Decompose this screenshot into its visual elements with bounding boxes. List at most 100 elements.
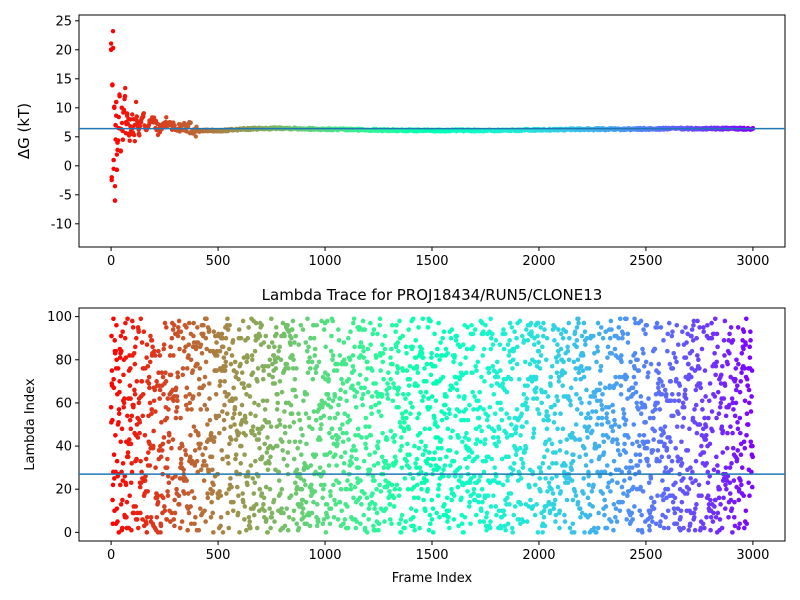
lambda-point bbox=[115, 366, 121, 371]
lambda-point bbox=[435, 424, 440, 429]
lambda-point bbox=[279, 506, 284, 511]
lambda-point bbox=[425, 456, 431, 462]
lambda-point bbox=[442, 502, 447, 507]
lambda-point bbox=[724, 445, 730, 451]
lambda-point bbox=[736, 497, 742, 503]
lambda-point bbox=[173, 473, 178, 479]
lambda-point bbox=[148, 333, 153, 339]
lambda-point bbox=[371, 463, 377, 468]
lambda-point bbox=[184, 366, 190, 371]
lambda-point bbox=[348, 486, 354, 492]
lambda-point bbox=[137, 484, 143, 490]
lambda-point bbox=[229, 484, 234, 490]
lambda-point bbox=[359, 435, 364, 440]
lambda-point bbox=[631, 484, 636, 490]
lambda-point bbox=[345, 413, 351, 419]
lambda-point bbox=[633, 320, 638, 326]
lambda-point bbox=[668, 398, 674, 404]
lambda-point bbox=[364, 435, 369, 440]
lambda-point bbox=[640, 530, 645, 535]
lambda-point bbox=[337, 499, 343, 505]
lambda-point bbox=[261, 495, 267, 501]
lambda-point bbox=[500, 381, 506, 386]
lambda-point bbox=[313, 417, 319, 423]
lambda-point bbox=[218, 493, 224, 498]
lambda-point bbox=[468, 521, 473, 527]
lambda-point bbox=[360, 402, 365, 408]
lambda-point bbox=[180, 335, 186, 341]
delta-g-point bbox=[194, 124, 199, 129]
lambda-point bbox=[250, 428, 255, 434]
lambda-point bbox=[566, 394, 571, 399]
lambda-point bbox=[306, 359, 311, 365]
lambda-point bbox=[370, 368, 375, 373]
lambda-point bbox=[228, 476, 233, 481]
lambda-point bbox=[235, 484, 240, 490]
lambda-point bbox=[412, 443, 417, 449]
lambda-point bbox=[477, 519, 483, 524]
lambda-point bbox=[625, 331, 631, 337]
lambda-point bbox=[400, 368, 406, 373]
lambda-point bbox=[321, 413, 327, 419]
lambda-point bbox=[506, 454, 511, 460]
lambda-point bbox=[624, 517, 629, 522]
lambda-point bbox=[437, 514, 442, 520]
lambda-point bbox=[583, 452, 589, 458]
lambda-point bbox=[296, 525, 302, 531]
lambda-point bbox=[562, 519, 568, 524]
lambda-point bbox=[122, 473, 128, 479]
lambda-point bbox=[344, 504, 350, 509]
lambda-point bbox=[446, 508, 452, 514]
lambda-point bbox=[324, 502, 330, 507]
lambda-point bbox=[314, 322, 319, 328]
lambda-point bbox=[355, 426, 361, 432]
lambda-point bbox=[602, 469, 608, 475]
lambda-point bbox=[141, 329, 147, 335]
lambda-point bbox=[637, 508, 643, 514]
lambda-point bbox=[721, 396, 727, 401]
lambda-point bbox=[327, 415, 333, 421]
lambda-point bbox=[408, 506, 414, 511]
lambda-point bbox=[236, 327, 242, 332]
lambda-point bbox=[476, 478, 482, 483]
lambda-point bbox=[140, 391, 146, 397]
lambda-point bbox=[692, 527, 698, 533]
lambda-point bbox=[535, 530, 541, 535]
y-tick-label: 60 bbox=[55, 396, 72, 411]
lambda-point bbox=[234, 370, 239, 376]
lambda-point bbox=[497, 342, 503, 347]
lambda-point bbox=[405, 486, 411, 492]
lambda-point bbox=[476, 499, 481, 505]
lambda-point bbox=[166, 439, 171, 445]
lambda-point bbox=[687, 521, 693, 527]
lambda-point bbox=[562, 512, 567, 518]
lambda-point bbox=[463, 456, 468, 462]
lambda-point bbox=[282, 333, 287, 339]
lambda-point bbox=[127, 493, 133, 498]
lambda-point bbox=[424, 478, 429, 483]
lambda-point bbox=[366, 506, 372, 511]
lambda-point bbox=[578, 376, 583, 382]
y-tick-label: 10 bbox=[55, 101, 72, 116]
lambda-point bbox=[554, 359, 560, 365]
lambda-point bbox=[707, 381, 713, 386]
lambda-point bbox=[707, 441, 713, 447]
lambda-point bbox=[414, 465, 419, 470]
lambda-point bbox=[462, 514, 468, 520]
lambda-point bbox=[277, 379, 283, 384]
lambda-point bbox=[430, 506, 436, 511]
lambda-point bbox=[669, 391, 675, 397]
lambda-point bbox=[553, 512, 559, 518]
lambda-point bbox=[274, 331, 279, 337]
lambda-point bbox=[451, 359, 456, 365]
lambda-point bbox=[731, 407, 736, 412]
lambda-point bbox=[163, 325, 169, 330]
lambda-point bbox=[252, 348, 258, 354]
lambda-point bbox=[161, 435, 167, 440]
lambda-point bbox=[516, 517, 521, 522]
lambda-point bbox=[109, 333, 114, 339]
lambda-point bbox=[305, 316, 310, 322]
lambda-point bbox=[202, 374, 208, 380]
lambda-point bbox=[188, 357, 194, 363]
lambda-point bbox=[343, 389, 348, 395]
